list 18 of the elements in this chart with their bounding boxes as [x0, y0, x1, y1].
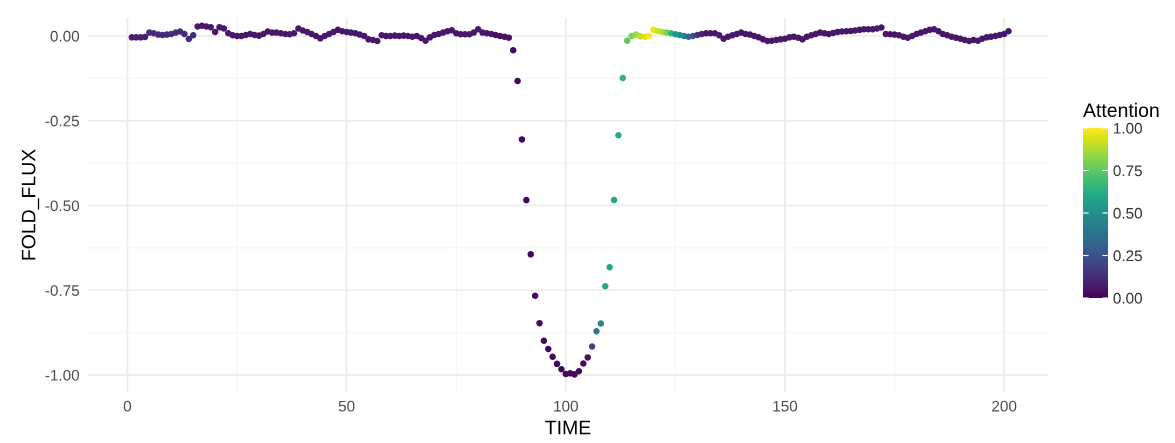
color-bar-title: Attention: [1083, 102, 1159, 118]
y-tick-label: -1.00: [45, 369, 80, 381]
x-tick-label: 100: [554, 400, 578, 412]
color-bar-label: 0.00: [1113, 292, 1142, 304]
y-axis-title: FOLD_FLUX: [21, 149, 40, 260]
x-tick-label: 200: [992, 400, 1017, 412]
color-bar-label: 0.25: [1113, 250, 1142, 262]
x-tick-label: 0: [123, 400, 132, 412]
y-tick-label: -0.75: [45, 285, 80, 296]
color-bar-label: 0.75: [1113, 165, 1142, 177]
x-axis-title: TIME: [545, 420, 591, 435]
color-bar-label: 0.50: [1113, 207, 1142, 219]
y-tick-label: -0.25: [45, 115, 80, 127]
x-tick-label: 50: [338, 400, 355, 412]
x-tick-label: 150: [773, 400, 798, 412]
y-tick-label: 0.00: [50, 30, 80, 42]
color-bar-label: 1.00: [1114, 122, 1142, 134]
y-tick-label: -0.50: [45, 200, 80, 212]
